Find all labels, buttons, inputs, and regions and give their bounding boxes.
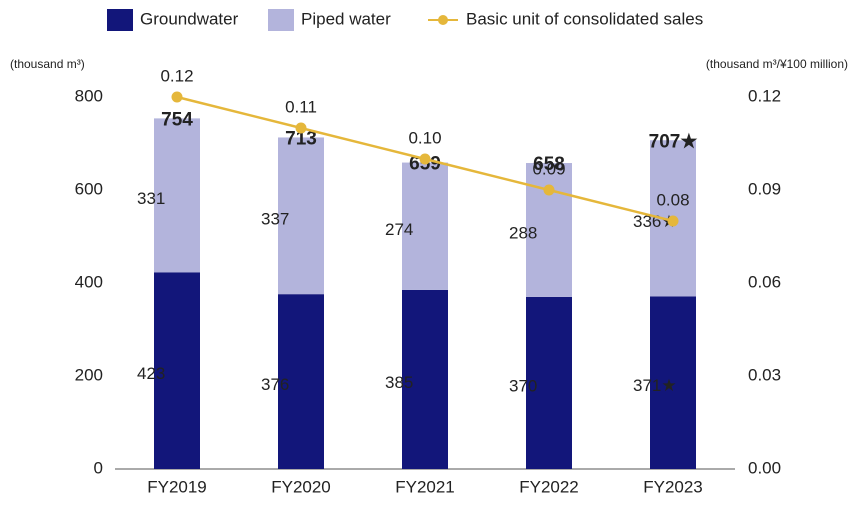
y2-axis-label: (thousand m³/¥100 million) (706, 57, 848, 71)
y-axis-label: (thousand m³) (10, 57, 85, 71)
bar-segment (278, 294, 324, 469)
bar-segment (278, 137, 324, 295)
data-label: 371★ (633, 376, 677, 395)
legend-label: Piped water (301, 9, 391, 28)
data-label: 385 (385, 373, 413, 392)
line-point (543, 184, 555, 196)
data-label: 337 (261, 209, 289, 228)
total-label: 707★ (649, 131, 698, 152)
y-tick-label: 0 (94, 458, 103, 477)
y2-tick-label: 0.00 (748, 458, 781, 477)
bar-segment (154, 118, 200, 273)
y2-tick-label: 0.03 (748, 365, 781, 384)
y-tick-label: 400 (75, 272, 103, 291)
legend-swatch (268, 9, 294, 31)
legend-label: Groundwater (140, 9, 239, 28)
bar-segment (650, 296, 696, 469)
x-tick-label: FY2022 (519, 477, 579, 496)
total-label: 713 (285, 128, 317, 149)
bar-segment (526, 296, 572, 469)
total-label: 754 (161, 109, 193, 130)
line-label: 0.12 (160, 66, 193, 85)
bar-segment (402, 289, 448, 469)
line-point (295, 122, 307, 134)
line-label: 0.08 (656, 190, 689, 209)
data-label: 288 (509, 223, 537, 242)
x-tick-label: FY2020 (271, 477, 331, 496)
data-label: 376 (261, 375, 289, 394)
data-label: 370 (509, 376, 537, 395)
y2-tick-label: 0.12 (748, 86, 781, 105)
y-tick-label: 800 (75, 86, 103, 105)
bar-segment (154, 272, 200, 469)
x-tick-label: FY2021 (395, 477, 455, 496)
y-tick-label: 200 (75, 365, 103, 384)
line-point (171, 91, 183, 103)
bar-segment (402, 162, 448, 290)
line-label: 0.09 (532, 159, 565, 178)
line-label: 0.10 (408, 128, 441, 147)
data-label: 336★ (633, 212, 677, 231)
legend-swatch (438, 15, 448, 25)
y2-tick-label: 0.06 (748, 272, 781, 291)
data-label: 331 (137, 189, 165, 208)
line-point (419, 153, 431, 165)
line-point (667, 215, 679, 227)
x-tick-label: FY2023 (643, 477, 703, 496)
y-tick-label: 600 (75, 179, 103, 198)
x-tick-label: FY2019 (147, 477, 207, 496)
total-label: 658 (533, 154, 565, 175)
data-label: 274 (385, 220, 413, 239)
data-label: 423 (137, 364, 165, 383)
legend-swatch (107, 9, 133, 31)
y2-tick-label: 0.09 (748, 179, 781, 198)
legend-label: Basic unit of consolidated sales (466, 9, 703, 28)
line-label: 0.11 (285, 97, 317, 116)
